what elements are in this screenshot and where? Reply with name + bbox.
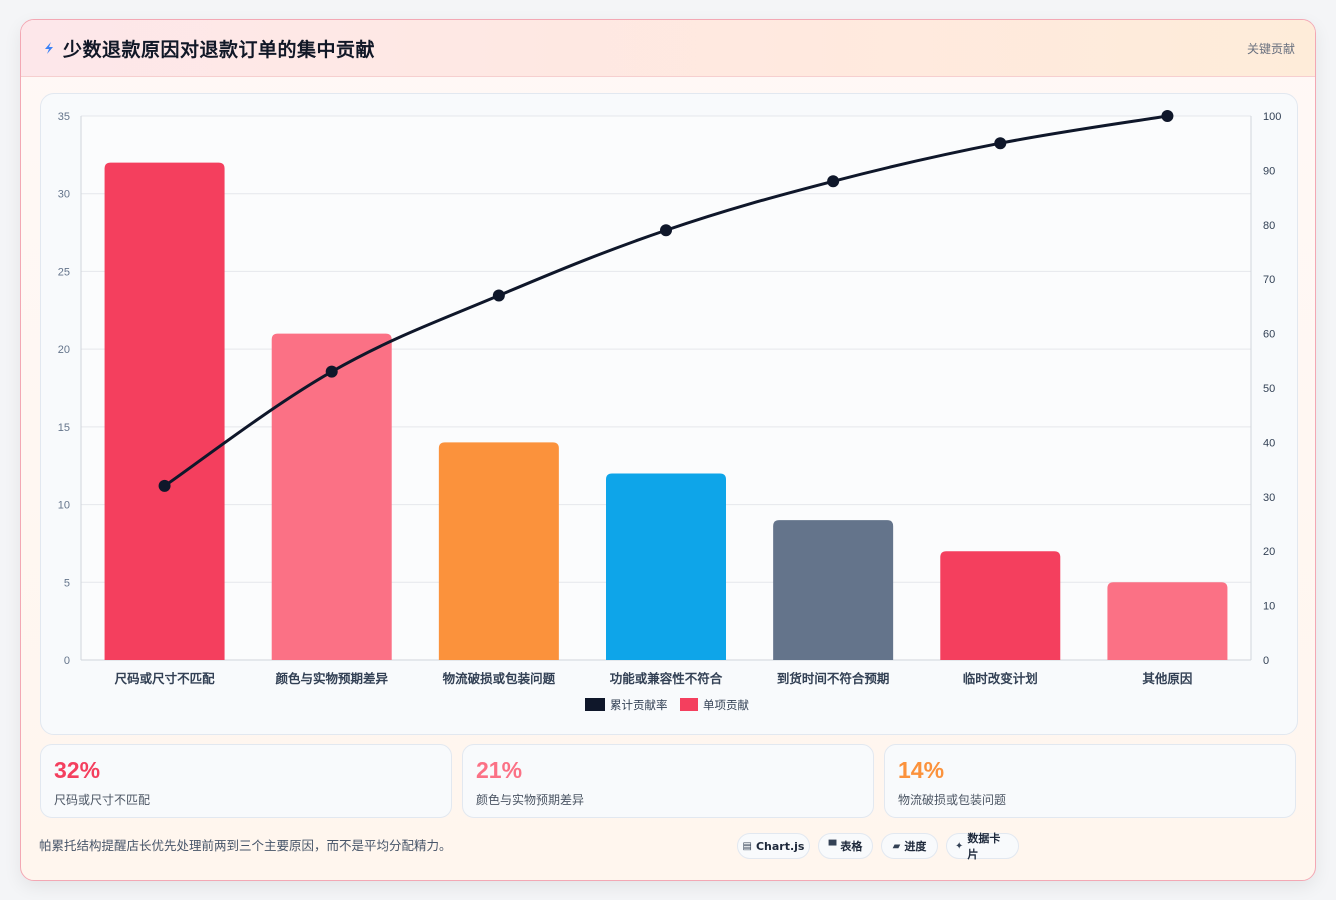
stat-value: 21% — [476, 757, 523, 783]
y-right-tick-label: 40 — [1263, 437, 1275, 449]
table-icon: ▀ — [828, 840, 837, 852]
header-tag: 关键贡献 — [1246, 42, 1295, 56]
bar — [1107, 582, 1228, 660]
legend-swatch-cumulative — [585, 698, 605, 711]
legend-label-single: 单项贡献 — [703, 698, 749, 712]
y-left-tick-label: 35 — [58, 111, 70, 123]
bar — [606, 473, 726, 660]
x-tick-label: 临时改变计划 — [963, 671, 1038, 686]
y-left-tick-label: 30 — [58, 189, 70, 201]
stat-label: 物流破损或包装问题 — [898, 793, 1007, 807]
y-right-tick-label: 100 — [1263, 111, 1281, 123]
chip-label: 进度 — [904, 840, 927, 853]
x-tick-label: 到货时间不符合预期 — [777, 671, 890, 686]
chip-label: 表格 — [840, 840, 863, 853]
x-tick-label: 物流破损或包装问题 — [443, 671, 556, 686]
bar — [940, 551, 1061, 660]
bar — [773, 520, 894, 660]
footer-note: 帕累托结构提醒店长优先处理前两到三个主要原因，而不是平均分配精力。 — [39, 838, 452, 853]
y-right-tick-label: 60 — [1263, 329, 1275, 341]
y-left-tick-label: 0 — [64, 655, 70, 667]
y-right-tick-label: 70 — [1263, 274, 1275, 286]
y-left-tick-label: 10 — [58, 500, 70, 512]
chip-chartjs[interactable]: ▤ Chart.js — [737, 833, 810, 859]
y-right-tick-label: 30 — [1263, 492, 1275, 504]
y-left-tick-label: 20 — [58, 344, 70, 356]
bar — [271, 333, 392, 660]
page-title: 少数退款原因对退款订单的集中贡献 — [63, 39, 376, 61]
cumulative-point — [492, 289, 505, 302]
stat-card-1: 32% 尺码或尺寸不匹配 — [40, 744, 452, 818]
chart-panel: 0 5 10 15 20 25 30 35 0 10 20 30 40 50 60 70 80 90 100 尺码或尺… — [40, 93, 1298, 735]
chip-table[interactable]: ▀ 表格 — [818, 833, 873, 859]
y-right-tick-label: 90 — [1263, 165, 1275, 177]
chip-data-card[interactable]: ✦ 数据卡片 — [946, 832, 1019, 861]
y-right-tick-label: 20 — [1263, 546, 1275, 558]
y-left-tick-label: 25 — [58, 266, 70, 278]
y-right-tick-label: 80 — [1263, 220, 1275, 232]
progress-icon: ▰ — [892, 840, 901, 852]
bar — [104, 162, 225, 660]
cumulative-point — [158, 479, 171, 492]
bar — [438, 442, 559, 660]
stat-label: 尺码或尺寸不匹配 — [54, 793, 151, 807]
x-tick-label: 功能或兼容性不符合 — [610, 671, 723, 686]
chip-progress[interactable]: ▰ 进度 — [881, 833, 938, 859]
y-right-tick-label: 10 — [1263, 601, 1275, 613]
stat-value: 32% — [54, 757, 101, 783]
cumulative-point — [827, 175, 840, 188]
chip-label: 数据卡片 — [967, 832, 1001, 861]
y-right-tick-label: 50 — [1263, 383, 1275, 395]
cumulative-point — [1161, 110, 1174, 122]
lightning-icon — [45, 42, 53, 54]
stat-card-3: 14% 物流破损或包装问题 — [884, 744, 1296, 818]
cumulative-point — [660, 224, 672, 237]
chip-label: Chart.js — [755, 839, 805, 853]
cumulative-point — [325, 365, 338, 378]
x-tick-label: 颜色与实物预期差异 — [275, 671, 388, 686]
stat-card-2: 21% 颜色与实物预期差异 — [462, 744, 874, 818]
sparkle-icon: ✦ — [955, 840, 964, 852]
stat-label: 颜色与实物预期差异 — [476, 793, 585, 807]
chart-card: 少数退款原因对退款订单的集中贡献 关键贡献 0 5 10 15 20 25 30 35 0 10 2… — [20, 19, 1316, 881]
legend-swatch-single — [680, 698, 698, 711]
stat-value: 14% — [898, 757, 945, 783]
pareto-chart: 0 5 10 15 20 25 30 35 0 10 20 30 40 50 60 70 80 90 100 尺码或尺… — [58, 110, 1281, 712]
y-left-tick-label: 15 — [58, 422, 70, 434]
x-tick-label: 其他原因 — [1142, 671, 1192, 686]
chart-icon: ▤ — [742, 840, 752, 852]
x-tick-label: 尺码或尺寸不匹配 — [115, 671, 216, 686]
cumulative-point — [994, 137, 1007, 150]
y-left-tick-label: 5 — [64, 577, 70, 589]
legend-label-cumulative: 累计贡献率 — [610, 698, 668, 712]
card-header: 少数退款原因对退款订单的集中贡献 关键贡献 — [21, 20, 1315, 77]
y-right-tick-label: 0 — [1263, 655, 1269, 667]
